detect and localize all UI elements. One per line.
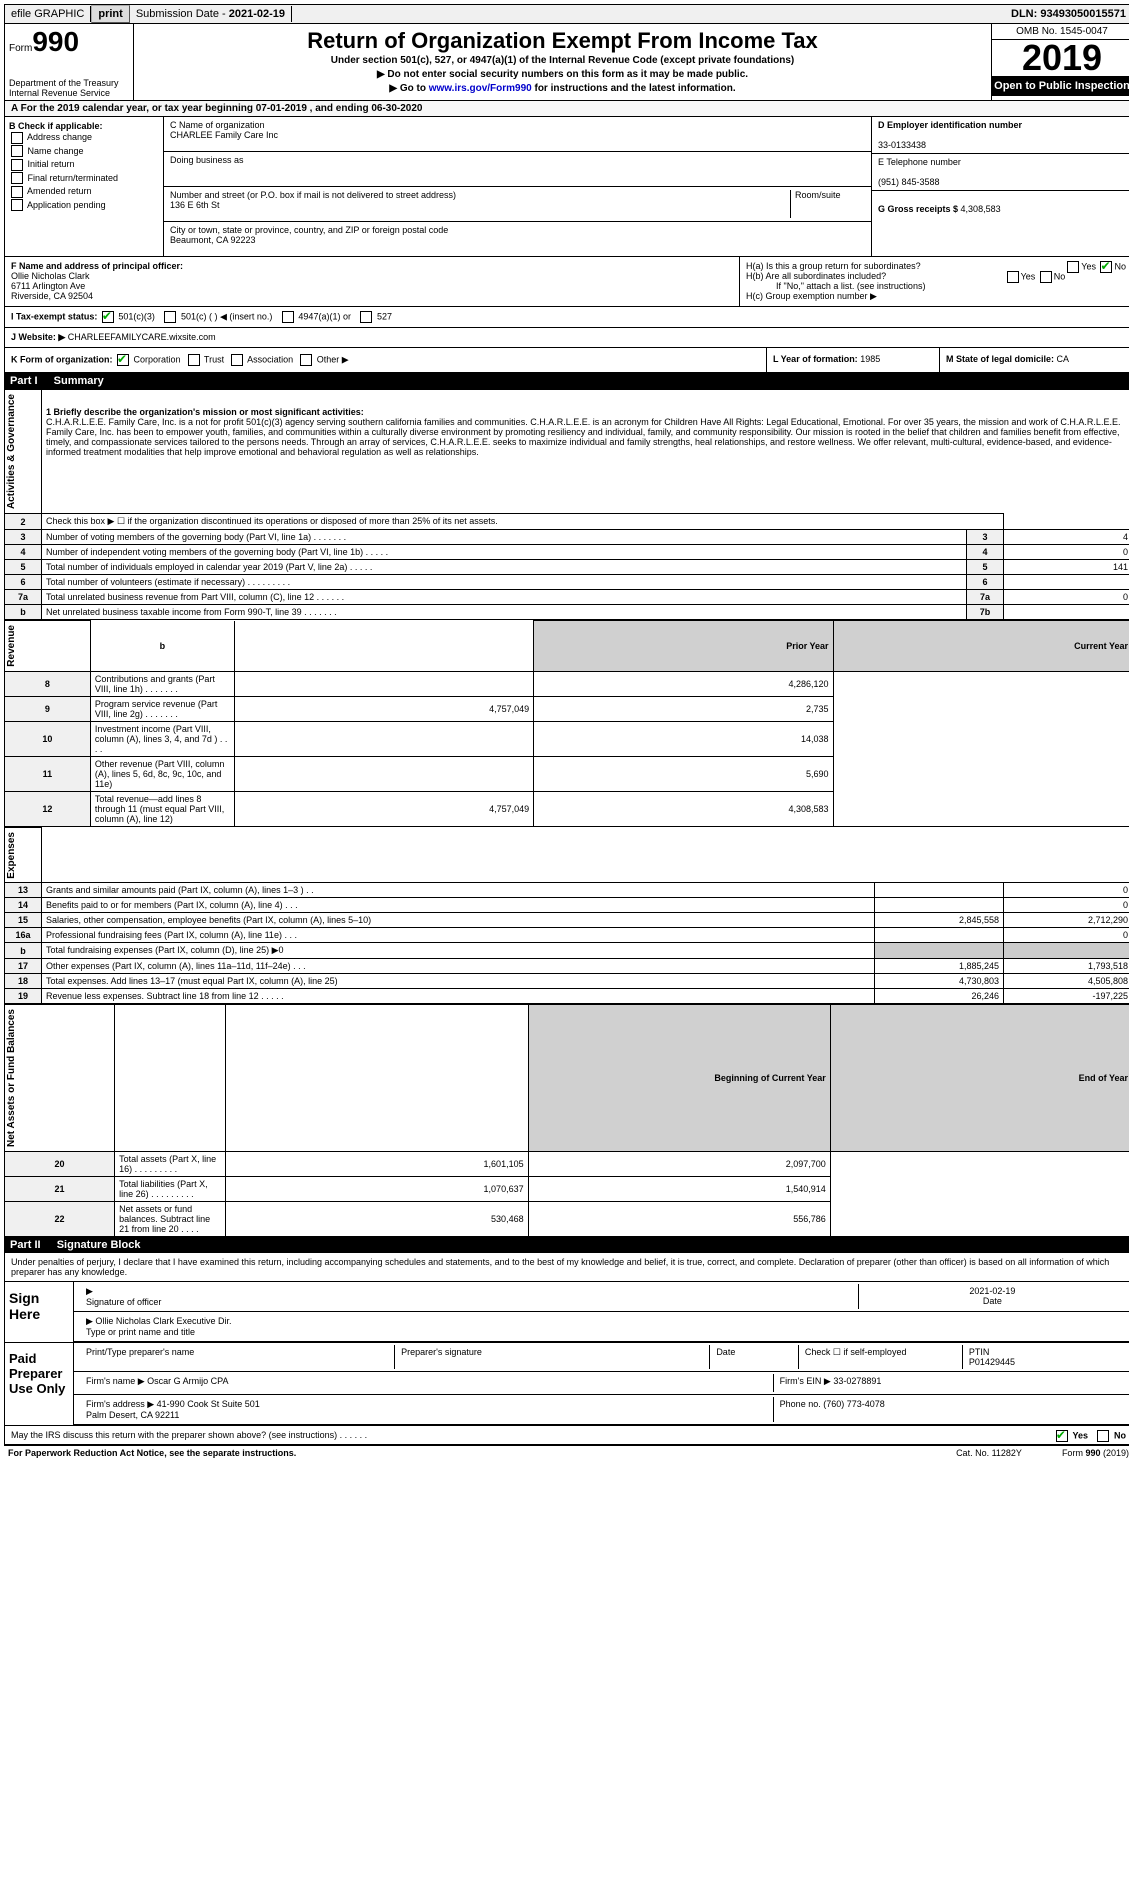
form-title: Return of Organization Exempt From Incom…	[138, 28, 987, 54]
ein-value: 33-0133438	[878, 140, 926, 150]
box-c: C Name of organizationCHARLEE Family Car…	[164, 117, 872, 256]
revenue-table: Revenue b Prior Year Current Year 8Contr…	[4, 620, 1129, 827]
row-i: I Tax-exempt status: 501(c)(3) 501(c) ( …	[4, 307, 1129, 328]
info-grid: B Check if applicable: Address change Na…	[4, 117, 1129, 257]
open-public-label: Open to Public Inspection	[992, 76, 1129, 96]
chk-address[interactable]: Address change	[9, 131, 159, 145]
part1-header: Part I Summary	[4, 373, 1129, 389]
form-subtitle-1: Under section 501(c), 527, or 4947(a)(1)…	[138, 54, 987, 68]
firm-ein: 33-0278891	[833, 1376, 881, 1386]
phone-value: (951) 845-3588	[878, 177, 940, 187]
net-assets-table: Net Assets or Fund Balances Beginning of…	[4, 1004, 1129, 1237]
firm-name: Oscar G Armijo CPA	[147, 1376, 228, 1386]
side-activities: Activities & Governance	[5, 390, 18, 513]
dept-label: Department of the Treasury Internal Reve…	[9, 78, 129, 98]
dln-label: DLN: 93493050015571	[1005, 6, 1129, 22]
efile-label: efile GRAPHIC	[5, 6, 91, 22]
side-expenses: Expenses	[5, 828, 18, 883]
paid-preparer-label: Paid Preparer Use Only	[5, 1343, 74, 1425]
sign-here-label: Sign Here	[5, 1282, 74, 1342]
form-header: Form990 Department of the Treasury Inter…	[4, 24, 1129, 101]
chk-name[interactable]: Name change	[9, 145, 159, 159]
penalty-text: Under penalties of perjury, I declare th…	[5, 1253, 1129, 1281]
chk-pending[interactable]: Application pending	[9, 199, 159, 213]
chk-initial[interactable]: Initial return	[9, 158, 159, 172]
gross-receipts: 4,308,583	[961, 204, 1001, 214]
form-ref: Form 990 (2019)	[1062, 1448, 1129, 1458]
chk-amended[interactable]: Amended return	[9, 185, 159, 199]
form-number-box: Form990 Department of the Treasury Inter…	[5, 24, 134, 100]
form-subtitle-3: ▶ Go to www.irs.gov/Form990 for instruct…	[138, 82, 987, 96]
year-box: OMB No. 1545-0047 2019 Open to Public In…	[992, 24, 1129, 100]
form-990-number: 990	[32, 26, 79, 57]
box-b: B Check if applicable: Address change Na…	[5, 117, 164, 256]
org-name: CHARLEE Family Care Inc	[170, 130, 278, 140]
expenses-table: Expenses 13Grants and similar amounts pa…	[4, 827, 1129, 1005]
chk-final[interactable]: Final return/terminated	[9, 172, 159, 186]
officer-printed: Ollie Nicholas Clark Executive Dir.	[95, 1316, 231, 1326]
top-bar: efile GRAPHIC print Submission Date - 20…	[4, 4, 1129, 24]
tax-period-line: A For the 2019 calendar year, or tax yea…	[4, 101, 1129, 117]
row-k: K Form of organization: Corporation Trus…	[4, 348, 1129, 373]
part2-header: Part II Signature Block	[4, 1237, 1129, 1253]
box-d: D Employer identification number33-01334…	[872, 117, 1129, 256]
activities-governance-table: Activities & Governance 1 Briefly descri…	[4, 389, 1129, 620]
row-f-h: F Name and address of principal officer:…	[4, 257, 1129, 307]
side-net-assets: Net Assets or Fund Balances	[5, 1005, 18, 1151]
print-button[interactable]: print	[91, 5, 129, 23]
cat-no: Cat. No. 11282Y	[956, 1448, 1022, 1458]
form-subtitle-2: ▶ Do not enter social security numbers o…	[138, 68, 987, 82]
mission-text: C.H.A.R.L.E.E. Family Care, Inc. is a no…	[46, 417, 1120, 457]
room-suite: Room/suite	[791, 190, 865, 218]
ptin-value: P01429445	[969, 1357, 1015, 1367]
footer-row: For Paperwork Reduction Act Notice, see …	[4, 1445, 1129, 1460]
officer-name: Ollie Nicholas Clark	[11, 271, 90, 281]
tax-year: 2019	[992, 40, 1129, 76]
row-j: J Website: ▶ CHARLEEFAMILYCARE.wixsite.c…	[4, 328, 1129, 348]
website-value: CHARLEEFAMILYCARE.wixsite.com	[68, 332, 216, 342]
sig-date: 2021-02-19	[969, 1286, 1015, 1296]
year-formation: 1985	[860, 354, 880, 364]
side-revenue: Revenue	[5, 621, 18, 671]
discuss-row: May the IRS discuss this return with the…	[5, 1425, 1129, 1444]
irs-link[interactable]: www.irs.gov/Form990	[429, 83, 532, 94]
city-state-zip: Beaumont, CA 92223	[170, 235, 256, 245]
state-domicile: CA	[1057, 354, 1070, 364]
firm-phone: (760) 773-4078	[823, 1399, 885, 1409]
box-f: F Name and address of principal officer:…	[5, 257, 740, 306]
submission-date: Submission Date - 2021-02-19	[130, 6, 292, 22]
box-h: H(a) Is this a group return for subordin…	[740, 257, 1129, 306]
title-box: Return of Organization Exempt From Incom…	[134, 24, 992, 100]
street-address: 136 E 6th St	[170, 200, 220, 210]
signature-block: Under penalties of perjury, I declare th…	[4, 1253, 1129, 1445]
